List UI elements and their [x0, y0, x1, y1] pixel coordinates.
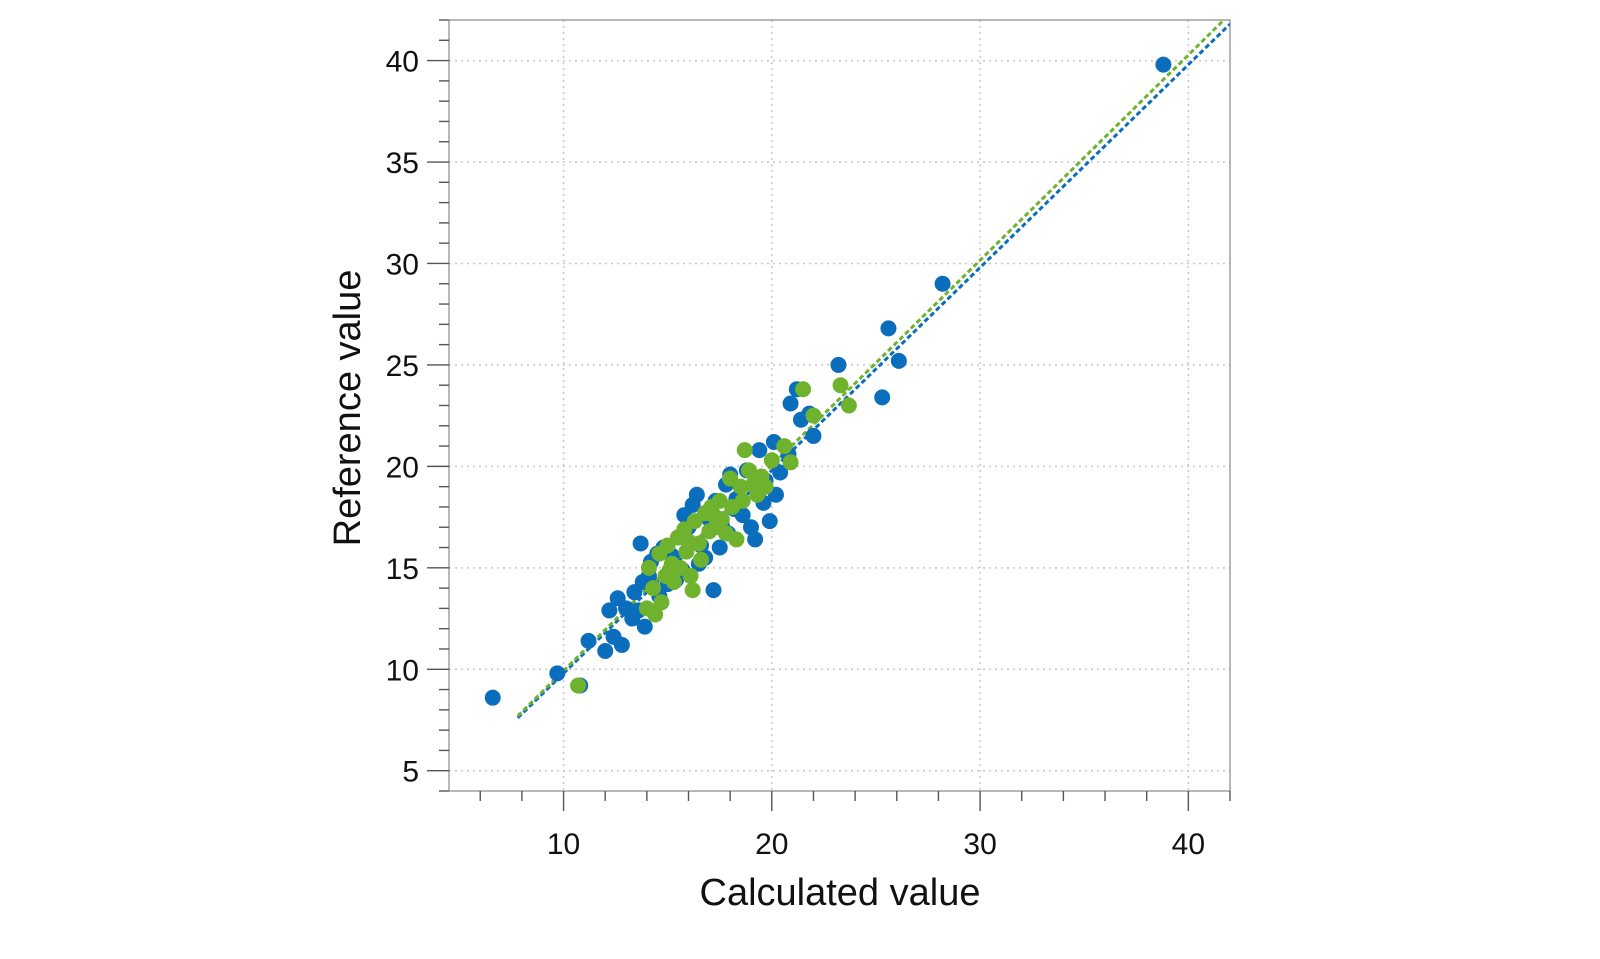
fit-line-series-2 — [516, 20, 1226, 717]
y-tick-label: 30 — [386, 248, 419, 281]
data-point-series-1 — [742, 519, 759, 536]
data-point-series-2 — [763, 452, 780, 469]
data-point-series-1 — [874, 389, 891, 406]
data-point-series-2 — [693, 551, 710, 568]
data-point-series-2 — [728, 531, 745, 548]
y-tick-label: 20 — [386, 451, 419, 484]
data-point-series-2 — [840, 397, 857, 414]
y-tick-label: 40 — [386, 46, 419, 79]
data-point-series-2 — [776, 438, 793, 455]
y-tick-label: 35 — [386, 147, 419, 180]
x-tick-label: 40 — [1172, 828, 1205, 861]
data-point-series-2 — [640, 559, 657, 576]
data-point-series-2 — [661, 561, 678, 578]
data-point-series-2 — [570, 677, 587, 694]
data-point-series-1 — [636, 618, 653, 635]
data-point-series-1 — [597, 643, 614, 660]
data-point-series-1 — [751, 442, 768, 459]
data-points — [484, 56, 1172, 706]
data-point-series-2 — [653, 594, 670, 611]
fit-lines — [516, 20, 1230, 720]
data-point-series-1 — [761, 513, 778, 530]
data-point-series-2 — [757, 478, 774, 495]
data-point-series-1 — [747, 531, 764, 548]
data-point-series-1 — [880, 320, 897, 337]
data-point-series-1 — [772, 464, 789, 481]
data-point-series-2 — [680, 533, 697, 550]
data-point-series-2 — [665, 574, 682, 591]
data-point-series-2 — [782, 454, 799, 471]
fit-line-series-1 — [516, 22, 1230, 720]
x-tick-label: 30 — [963, 828, 996, 861]
data-point-series-1 — [711, 539, 728, 556]
axes — [427, 19, 1231, 811]
y-tick-label: 25 — [386, 350, 419, 383]
data-point-series-2 — [647, 606, 664, 623]
data-point-series-1 — [782, 395, 799, 412]
data-point-series-2 — [732, 478, 749, 495]
data-point-series-2 — [734, 492, 751, 509]
data-point-series-1 — [484, 689, 501, 706]
data-point-series-2 — [832, 377, 849, 394]
data-point-series-2 — [705, 507, 722, 524]
data-point-series-1 — [1155, 56, 1172, 73]
y-tick-label: 10 — [386, 654, 419, 687]
data-point-series-2 — [645, 580, 662, 597]
data-point-series-1 — [890, 352, 907, 369]
data-point-series-1 — [580, 632, 597, 649]
x-tick-label: 10 — [547, 828, 580, 861]
data-point-series-1 — [613, 636, 630, 653]
data-point-series-2 — [805, 407, 822, 424]
y-tick-label: 15 — [386, 553, 419, 586]
y-tick-label: 5 — [402, 756, 419, 789]
data-point-series-1 — [601, 602, 618, 619]
data-point-series-2 — [682, 567, 699, 584]
data-point-series-2 — [740, 462, 757, 479]
data-point-series-1 — [688, 486, 705, 503]
x-tick-label: 20 — [755, 828, 788, 861]
data-point-series-2 — [736, 442, 753, 459]
tick-labels: 5 10 15 20 25 30 35 40 10 20 30 40 — [386, 46, 1205, 861]
data-point-series-2 — [684, 582, 701, 599]
data-point-series-1 — [934, 275, 951, 292]
x-axis-title: Calculated value — [700, 872, 981, 914]
data-point-series-1 — [705, 582, 722, 599]
data-point-series-1 — [549, 665, 566, 682]
data-point-series-2 — [795, 381, 812, 398]
data-point-series-2 — [711, 492, 728, 509]
data-point-series-1 — [830, 356, 847, 373]
y-axis-title: Reference value — [327, 270, 369, 547]
data-point-series-1 — [632, 535, 649, 552]
data-point-series-1 — [805, 427, 822, 444]
